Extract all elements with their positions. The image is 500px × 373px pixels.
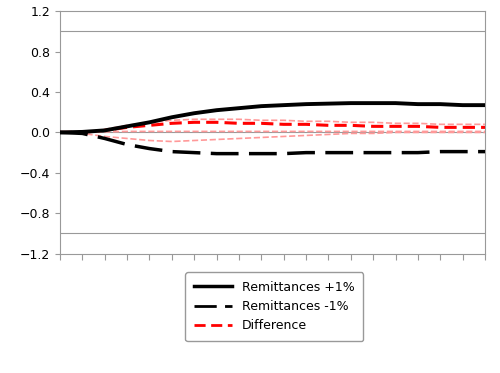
Legend: Remittances +1%, Remittances -1%, Difference: Remittances +1%, Remittances -1%, Differ… <box>185 272 363 341</box>
